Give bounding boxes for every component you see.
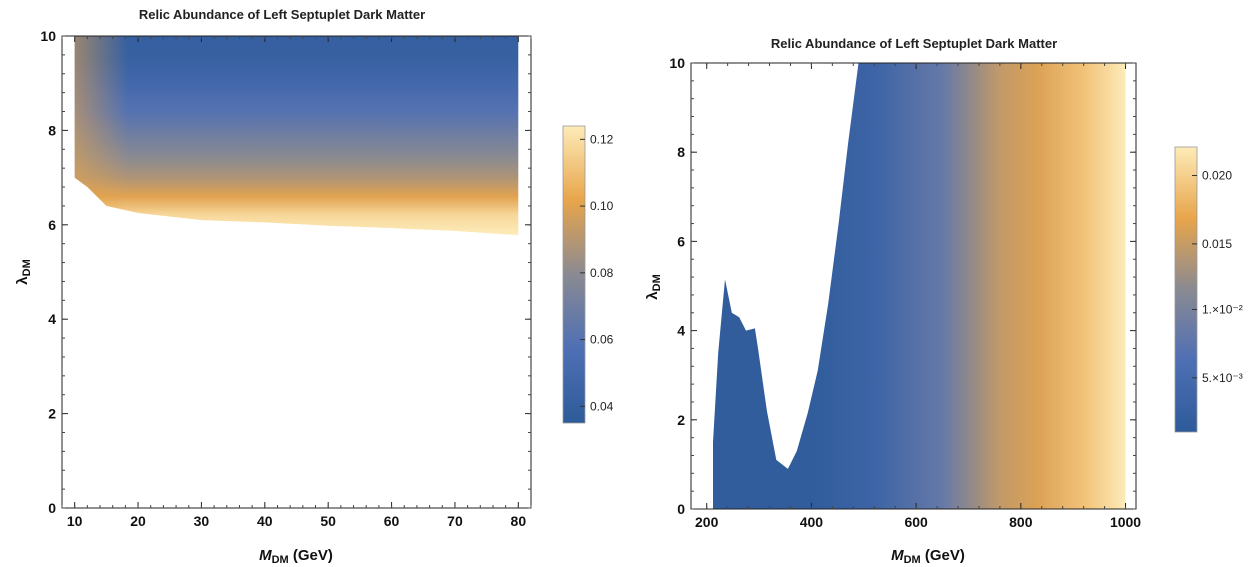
y-tick-label: 4 [48,311,56,327]
y-axis-ticks: 0 2 4 6 8 10 [669,55,1136,517]
x-tick-label: 200 [695,514,719,530]
x-tick-label: 800 [1009,514,1033,530]
colorbar-tick-label: 0.10 [590,199,614,213]
y-tick-label: 8 [677,144,685,160]
y-tick-label: 2 [48,406,56,422]
chart-title: Relic Abundance of Left Septuplet Dark M… [139,7,425,22]
chart-left: Relic Abundance of Left Septuplet Dark M… [14,7,614,566]
x-axis-ticks: 10 20 30 40 50 60 70 80 [61,36,532,529]
y-axis-ticks: 0 2 4 6 8 10 [40,28,531,516]
y-tick-label: 0 [48,500,56,516]
colorbar-scale [1174,146,1198,433]
heatmap-edge-shading [74,36,519,236]
heatmap-region [74,36,519,236]
chart-title: Relic Abundance of Left Septuplet Dark M… [771,36,1057,51]
x-tick-label: 1000 [1110,514,1141,530]
x-tick-label: 30 [194,513,210,529]
x-tick-label: 400 [800,514,824,530]
y-tick-label: 2 [677,412,685,428]
x-axis-label: MDM (GeV) [891,547,965,566]
y-tick-label: 6 [48,217,56,233]
colorbar-tick-label: 0.08 [590,266,614,280]
colorbar-tick-label: 0.020 [1202,169,1232,183]
plot-frame [690,62,1137,510]
colorbar-scale [562,125,586,424]
colorbar-tick-label: 5.×10⁻³ [1202,371,1243,385]
x-tick-label: 10 [67,513,83,529]
heatmap-area [713,63,1126,509]
colorbar-tick-label: 0.12 [590,132,614,146]
x-tick-label: 40 [257,513,273,529]
chart-right: Relic Abundance of Left Septuplet Dark M… [644,36,1243,566]
y-tick-label: 4 [677,323,685,339]
colorbar-tick-label: 0.06 [590,333,614,347]
heatmap-region [713,63,1126,509]
x-tick-label: 50 [320,513,336,529]
x-tick-label: 20 [130,513,146,529]
x-tick-label: 60 [384,513,400,529]
colorbar-tick-label: 0.04 [590,399,614,413]
x-axis-label: MDM (GeV) [259,547,333,566]
y-axis-label: λDM [644,274,663,299]
colorbar-tick-label: 0.015 [1202,237,1232,251]
y-tick-label: 8 [48,122,56,138]
x-axis-ticks: 200 400 600 800 1000 [695,63,1141,530]
plot-border [690,62,1137,510]
x-tick-label: 80 [511,513,527,529]
y-tick-label: 10 [669,55,685,71]
plot-frame [61,35,532,509]
colorbar-tick-label: 1.×10⁻² [1202,302,1243,316]
x-tick-label: 600 [904,514,928,530]
y-tick-label: 6 [677,233,685,249]
colorbar: 0.04 0.06 0.08 0.10 0.12 [562,125,614,424]
x-tick-label: 70 [447,513,463,529]
y-tick-label: 10 [40,28,56,44]
colorbar: 5.×10⁻³ 1.×10⁻² 0.015 0.020 [1174,146,1243,433]
y-axis-label: λDM [14,259,33,284]
y-tick-label: 0 [677,501,685,517]
plot-border [61,35,532,509]
